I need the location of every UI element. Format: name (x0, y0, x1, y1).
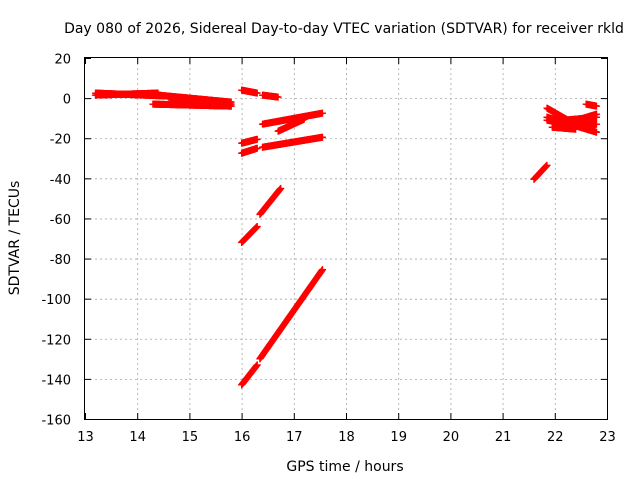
x-tick-label: 17 (286, 430, 303, 445)
data-track-15 (256, 184, 285, 218)
y-tick-label: -60 (50, 213, 71, 228)
y-tick-label: 20 (54, 53, 71, 68)
data-point (253, 361, 261, 369)
grid (85, 58, 607, 419)
data-point (253, 222, 261, 230)
x-tick-label: 19 (390, 430, 407, 445)
x-tick-label: 21 (495, 430, 512, 445)
data-track-13 (274, 115, 308, 135)
data-point (227, 102, 235, 110)
data-point (253, 135, 261, 143)
data-track-7 (238, 86, 261, 97)
data-point (300, 115, 308, 123)
data-track-26 (582, 100, 601, 110)
data-track-8 (258, 91, 282, 101)
y-tick-labels: -160 -140 -120 -100 -80 -60 -40 -20 0 20 (41, 53, 71, 429)
data-track-9 (238, 135, 261, 147)
data-point (543, 161, 551, 169)
y-tick-label: -80 (50, 253, 71, 268)
data-point (274, 93, 282, 101)
y-axis-label: SDTVAR / TECUs (7, 181, 23, 296)
data-point (319, 133, 327, 141)
data-track-6 (212, 98, 235, 110)
ticks (85, 58, 608, 420)
data-track-10 (238, 144, 261, 157)
x-axis-label: GPS time / hours (286, 459, 403, 475)
data-point (593, 102, 601, 110)
y-tick-label: -120 (41, 333, 71, 348)
y-tick-label: -140 (41, 373, 71, 388)
x-tick-label: 22 (547, 430, 564, 445)
data-point (253, 89, 261, 97)
data-point (593, 110, 601, 118)
data-point (319, 266, 327, 274)
data-points (91, 86, 601, 389)
data-point (593, 120, 601, 128)
x-tick-label: 16 (234, 430, 251, 445)
x-tick-labels: 13 14 15 16 17 18 19 20 21 22 23 (77, 430, 616, 445)
y-tick-label: -20 (50, 133, 71, 148)
plot-frame (84, 57, 608, 420)
y-tick-label: -100 (41, 293, 71, 308)
x-tick-label: 23 (599, 430, 616, 445)
x-tick-label: 18 (338, 430, 355, 445)
data-track-16 (238, 361, 261, 389)
chart-title: Day 080 of 2026, Sidereal Day-to-day VTE… (64, 21, 624, 37)
data-point (253, 144, 261, 152)
x-tick-label: 13 (77, 430, 94, 445)
data-point (319, 109, 327, 117)
data-point (277, 184, 285, 192)
y-tick-label: -40 (50, 173, 71, 188)
data-point (593, 128, 601, 136)
data-track-12 (258, 109, 327, 128)
x-tick-label: 15 (182, 430, 199, 445)
data-track-11 (258, 133, 327, 151)
x-tick-label: 20 (443, 430, 460, 445)
data-track-18 (530, 161, 551, 183)
data-track-14 (238, 222, 261, 247)
x-tick-label: 14 (129, 430, 146, 445)
data-track-17 (256, 266, 327, 363)
data-track-25 (566, 110, 601, 126)
data-track-24 (566, 120, 601, 130)
y-tick-label: -160 (41, 414, 71, 429)
y-tick-label: 0 (63, 93, 71, 108)
